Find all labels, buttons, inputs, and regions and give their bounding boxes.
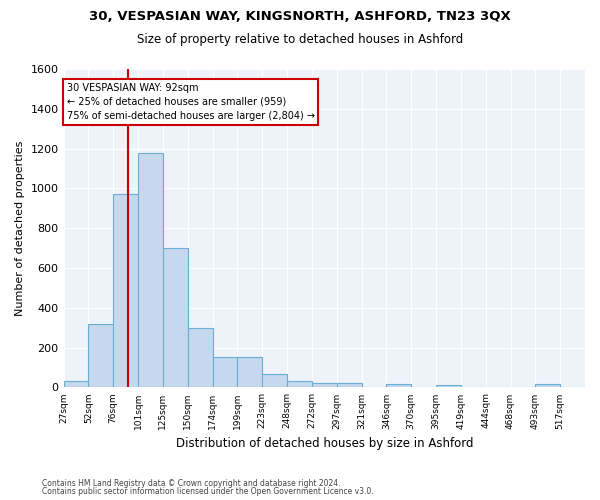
Bar (535, 384, 560, 388)
Bar (262, 374, 287, 388)
Text: 30 VESPASIAN WAY: 92sqm
← 25% of detached houses are smaller (959)
75% of semi-d: 30 VESPASIAN WAY: 92sqm ← 25% of detache… (67, 83, 314, 121)
Bar (312, 384, 337, 388)
Text: 30, VESPASIAN WAY, KINGSNORTH, ASHFORD, TN23 3QX: 30, VESPASIAN WAY, KINGSNORTH, ASHFORD, … (89, 10, 511, 23)
Bar (138, 152, 163, 388)
Bar (188, 328, 212, 388)
Bar (64, 382, 88, 388)
Text: Contains HM Land Registry data © Crown copyright and database right 2024.: Contains HM Land Registry data © Crown c… (42, 478, 341, 488)
Bar (212, 356, 238, 388)
Y-axis label: Number of detached properties: Number of detached properties (15, 140, 25, 316)
Bar (436, 386, 461, 388)
Bar (88, 324, 113, 388)
Bar (238, 356, 262, 388)
Text: Size of property relative to detached houses in Ashford: Size of property relative to detached ho… (137, 32, 463, 46)
Bar (113, 194, 138, 388)
X-axis label: Distribution of detached houses by size in Ashford: Distribution of detached houses by size … (176, 437, 473, 450)
Text: Contains public sector information licensed under the Open Government Licence v3: Contains public sector information licen… (42, 488, 374, 496)
Bar (386, 384, 411, 388)
Bar (337, 384, 362, 388)
Bar (287, 382, 312, 388)
Bar (163, 248, 188, 388)
